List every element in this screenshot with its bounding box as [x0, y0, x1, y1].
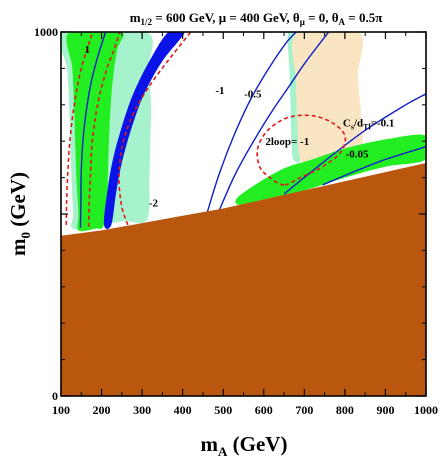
x-tick-label: 400	[174, 403, 192, 417]
cs-tail: =-0.1	[371, 118, 395, 130]
cs-main: C	[343, 118, 351, 130]
x-tick-label: 200	[93, 403, 111, 417]
cs-sub2: Tl	[363, 123, 371, 132]
y-axis-title-main: m	[6, 238, 30, 256]
x-tick-label: 500	[214, 403, 232, 417]
contour-annotation: -1	[215, 85, 224, 97]
contour-annotation: -0.05	[346, 149, 369, 161]
x-axis-title-sub: A	[218, 444, 228, 459]
chart-title: m1/2 = 600 GeV, μ = 400 GeV, θμ = 0, θA …	[130, 10, 383, 27]
y-axis-title-tail: (GeV)	[6, 172, 30, 232]
cs-sub1: s	[351, 123, 354, 132]
cs-dtl-label: Cs/dTl=-0.1	[343, 118, 395, 132]
x-axis-title-main: m	[201, 432, 219, 456]
title-mid2-sub: A	[339, 17, 346, 27]
title-mid3: = 0.5π	[345, 10, 382, 25]
title-prefix-sub: 1/2	[141, 17, 153, 27]
dashed-contour-5	[65, 32, 94, 225]
x-tick-label: 800	[336, 403, 354, 417]
y-tick-label: 0	[52, 389, 58, 403]
x-axis-title-tail: (GeV)	[227, 432, 287, 456]
title-prefix: m	[130, 10, 141, 25]
contour-annotation: 1	[85, 44, 91, 56]
contour-line-1	[206, 32, 297, 214]
x-tick-label: 900	[376, 403, 394, 417]
title-mid1: = 600 GeV, μ = 400 GeV, θ	[152, 10, 300, 25]
region-peach	[292, 32, 364, 164]
region-lightgreen-right	[287, 32, 301, 163]
dashed-contour-8	[256, 114, 347, 186]
title-mid2: = 0, θ	[305, 10, 339, 25]
x-tick-label: 700	[295, 403, 313, 417]
y-tick-label: 1000	[34, 25, 58, 39]
y-axis-title: m0 (GeV)	[6, 172, 33, 256]
region-blue-band	[103, 32, 185, 230]
y-axis-title-sub: 0	[18, 232, 33, 239]
dashed-contour-7	[118, 32, 192, 226]
contour-annotation: -0.5	[244, 89, 262, 101]
x-tick-label: 600	[255, 403, 273, 417]
x-tick-label: 1000	[414, 403, 438, 417]
x-tick-label: 300	[133, 403, 151, 417]
contour-annotation: 2loop= -1	[265, 136, 309, 148]
contour-line-2	[218, 32, 330, 211]
x-axis-title: mA (GeV)	[201, 432, 288, 459]
title-mid1-sub: μ	[300, 17, 305, 27]
dashed-contour-6	[87, 32, 121, 227]
x-tick-label: 100	[52, 403, 70, 417]
excluded-region	[61, 163, 426, 396]
region-green-right	[235, 134, 426, 205]
contour-annotation: -2	[149, 198, 159, 210]
contour-line-0	[79, 32, 107, 228]
contour-line-4	[322, 146, 426, 186]
cs-mid: /d	[353, 118, 363, 130]
